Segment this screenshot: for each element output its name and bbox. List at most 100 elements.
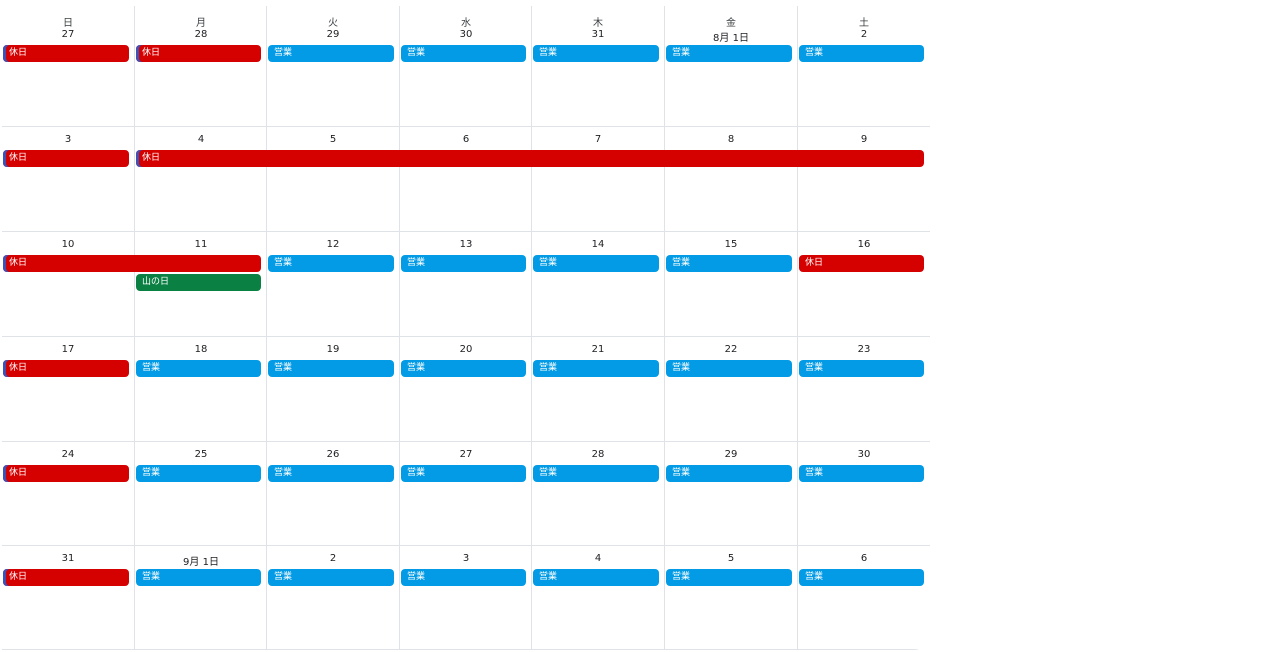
day-cell[interactable] bbox=[665, 442, 798, 546]
day-number[interactable]: 11 bbox=[194, 239, 208, 250]
event-chip-open[interactable]: 営業 bbox=[666, 255, 792, 272]
day-number[interactable]: 8 bbox=[727, 134, 735, 145]
day-number[interactable]: 27 bbox=[459, 449, 473, 460]
day-cell[interactable] bbox=[267, 546, 400, 650]
day-number[interactable]: 9 bbox=[860, 134, 868, 145]
event-chip-open[interactable]: 営業 bbox=[666, 465, 792, 482]
day-number[interactable]: 28 bbox=[591, 449, 605, 460]
event-chip-holiday[interactable]: 休日 bbox=[799, 255, 924, 272]
day-number[interactable]: 7 bbox=[594, 134, 602, 145]
day-cell[interactable] bbox=[798, 337, 930, 442]
day-cell[interactable] bbox=[267, 6, 400, 127]
day-cell[interactable] bbox=[2, 127, 135, 232]
day-number[interactable]: 25 bbox=[194, 449, 208, 460]
event-chip-holiday[interactable]: 休日 bbox=[3, 255, 261, 272]
event-chip-open[interactable]: 営業 bbox=[268, 45, 394, 62]
day-cell[interactable] bbox=[798, 6, 930, 127]
day-number[interactable]: 17 bbox=[61, 344, 75, 355]
day-number[interactable]: 18 bbox=[194, 344, 208, 355]
day-cell[interactable] bbox=[798, 127, 930, 232]
day-number[interactable]: 19 bbox=[326, 344, 340, 355]
event-chip-open[interactable]: 営業 bbox=[268, 465, 394, 482]
day-cell[interactable] bbox=[665, 6, 798, 127]
event-chip-open[interactable]: 営業 bbox=[268, 255, 394, 272]
event-chip-open[interactable]: 営業 bbox=[401, 45, 526, 62]
day-number[interactable]: 13 bbox=[459, 239, 473, 250]
day-cell[interactable] bbox=[532, 546, 665, 650]
day-number[interactable]: 4 bbox=[197, 134, 205, 145]
day-cell[interactable] bbox=[2, 232, 135, 337]
day-cell[interactable] bbox=[532, 337, 665, 442]
event-chip-open[interactable]: 営業 bbox=[533, 45, 659, 62]
event-chip-open[interactable]: 営業 bbox=[533, 255, 659, 272]
event-chip-holiday[interactable]: 休日 bbox=[136, 45, 261, 62]
day-number[interactable]: 8月 1日 bbox=[713, 33, 749, 44]
day-cell[interactable] bbox=[400, 546, 532, 650]
day-number[interactable]: 5 bbox=[727, 553, 735, 564]
day-number[interactable]: 3 bbox=[462, 553, 470, 564]
event-chip-open[interactable]: 営業 bbox=[533, 360, 659, 377]
day-number[interactable]: 10 bbox=[61, 239, 75, 250]
day-cell[interactable] bbox=[267, 127, 400, 232]
event-chip-open[interactable]: 営業 bbox=[666, 45, 792, 62]
day-cell[interactable] bbox=[532, 6, 665, 127]
day-number[interactable]: 6 bbox=[860, 553, 868, 564]
event-chip-open[interactable]: 営業 bbox=[533, 465, 659, 482]
day-number[interactable]: 2 bbox=[860, 29, 868, 40]
day-number[interactable]: 6 bbox=[462, 134, 470, 145]
event-chip-open[interactable]: 営業 bbox=[799, 45, 924, 62]
day-cell[interactable] bbox=[2, 442, 135, 546]
event-chip-open[interactable]: 営業 bbox=[666, 360, 792, 377]
day-cell[interactable] bbox=[135, 232, 267, 337]
event-chip-open[interactable]: 営業 bbox=[799, 569, 924, 586]
day-number[interactable]: 30 bbox=[459, 29, 473, 40]
day-cell[interactable] bbox=[267, 442, 400, 546]
day-cell[interactable] bbox=[532, 127, 665, 232]
day-cell[interactable] bbox=[798, 232, 930, 337]
day-cell[interactable] bbox=[400, 6, 532, 127]
day-number[interactable]: 29 bbox=[724, 449, 738, 460]
day-number[interactable]: 22 bbox=[724, 344, 738, 355]
day-cell[interactable] bbox=[267, 232, 400, 337]
event-chip-holiday[interactable]: 休日 bbox=[3, 360, 129, 377]
day-cell[interactable] bbox=[665, 127, 798, 232]
day-cell[interactable] bbox=[400, 442, 532, 546]
day-cell[interactable] bbox=[135, 127, 267, 232]
event-chip-open[interactable]: 営業 bbox=[799, 360, 924, 377]
day-number[interactable]: 3 bbox=[64, 134, 72, 145]
day-number[interactable]: 9月 1日 bbox=[183, 557, 219, 568]
day-cell[interactable] bbox=[665, 337, 798, 442]
day-cell[interactable] bbox=[665, 232, 798, 337]
day-number[interactable]: 31 bbox=[61, 553, 75, 564]
day-number[interactable]: 14 bbox=[591, 239, 605, 250]
day-cell[interactable] bbox=[135, 442, 267, 546]
event-chip-open[interactable]: 営業 bbox=[401, 360, 526, 377]
day-cell[interactable] bbox=[2, 546, 135, 650]
event-chip-open[interactable]: 営業 bbox=[401, 255, 526, 272]
day-cell[interactable] bbox=[2, 337, 135, 442]
day-cell[interactable] bbox=[135, 6, 267, 127]
day-cell[interactable] bbox=[400, 127, 532, 232]
event-chip-open[interactable]: 営業 bbox=[799, 465, 924, 482]
day-cell[interactable] bbox=[798, 546, 930, 650]
day-number[interactable]: 24 bbox=[61, 449, 75, 460]
event-chip-special[interactable]: 山の日 bbox=[136, 274, 261, 291]
event-chip-holiday[interactable]: 休日 bbox=[3, 569, 129, 586]
day-number[interactable]: 29 bbox=[326, 29, 340, 40]
day-cell[interactable] bbox=[665, 546, 798, 650]
day-number[interactable]: 2 bbox=[329, 553, 337, 564]
day-cell[interactable] bbox=[267, 337, 400, 442]
event-chip-open[interactable]: 営業 bbox=[136, 569, 261, 586]
day-cell[interactable] bbox=[135, 337, 267, 442]
event-chip-open[interactable]: 営業 bbox=[268, 569, 394, 586]
day-number[interactable]: 27 bbox=[61, 29, 75, 40]
day-number[interactable]: 4 bbox=[594, 553, 602, 564]
day-number[interactable]: 30 bbox=[857, 449, 871, 460]
event-chip-open[interactable]: 営業 bbox=[533, 569, 659, 586]
event-chip-open[interactable]: 営業 bbox=[401, 465, 526, 482]
day-cell[interactable] bbox=[532, 232, 665, 337]
event-chip-holiday[interactable]: 休日 bbox=[136, 150, 924, 167]
day-number[interactable]: 12 bbox=[326, 239, 340, 250]
event-chip-open[interactable]: 営業 bbox=[401, 569, 526, 586]
day-number[interactable]: 5 bbox=[329, 134, 337, 145]
